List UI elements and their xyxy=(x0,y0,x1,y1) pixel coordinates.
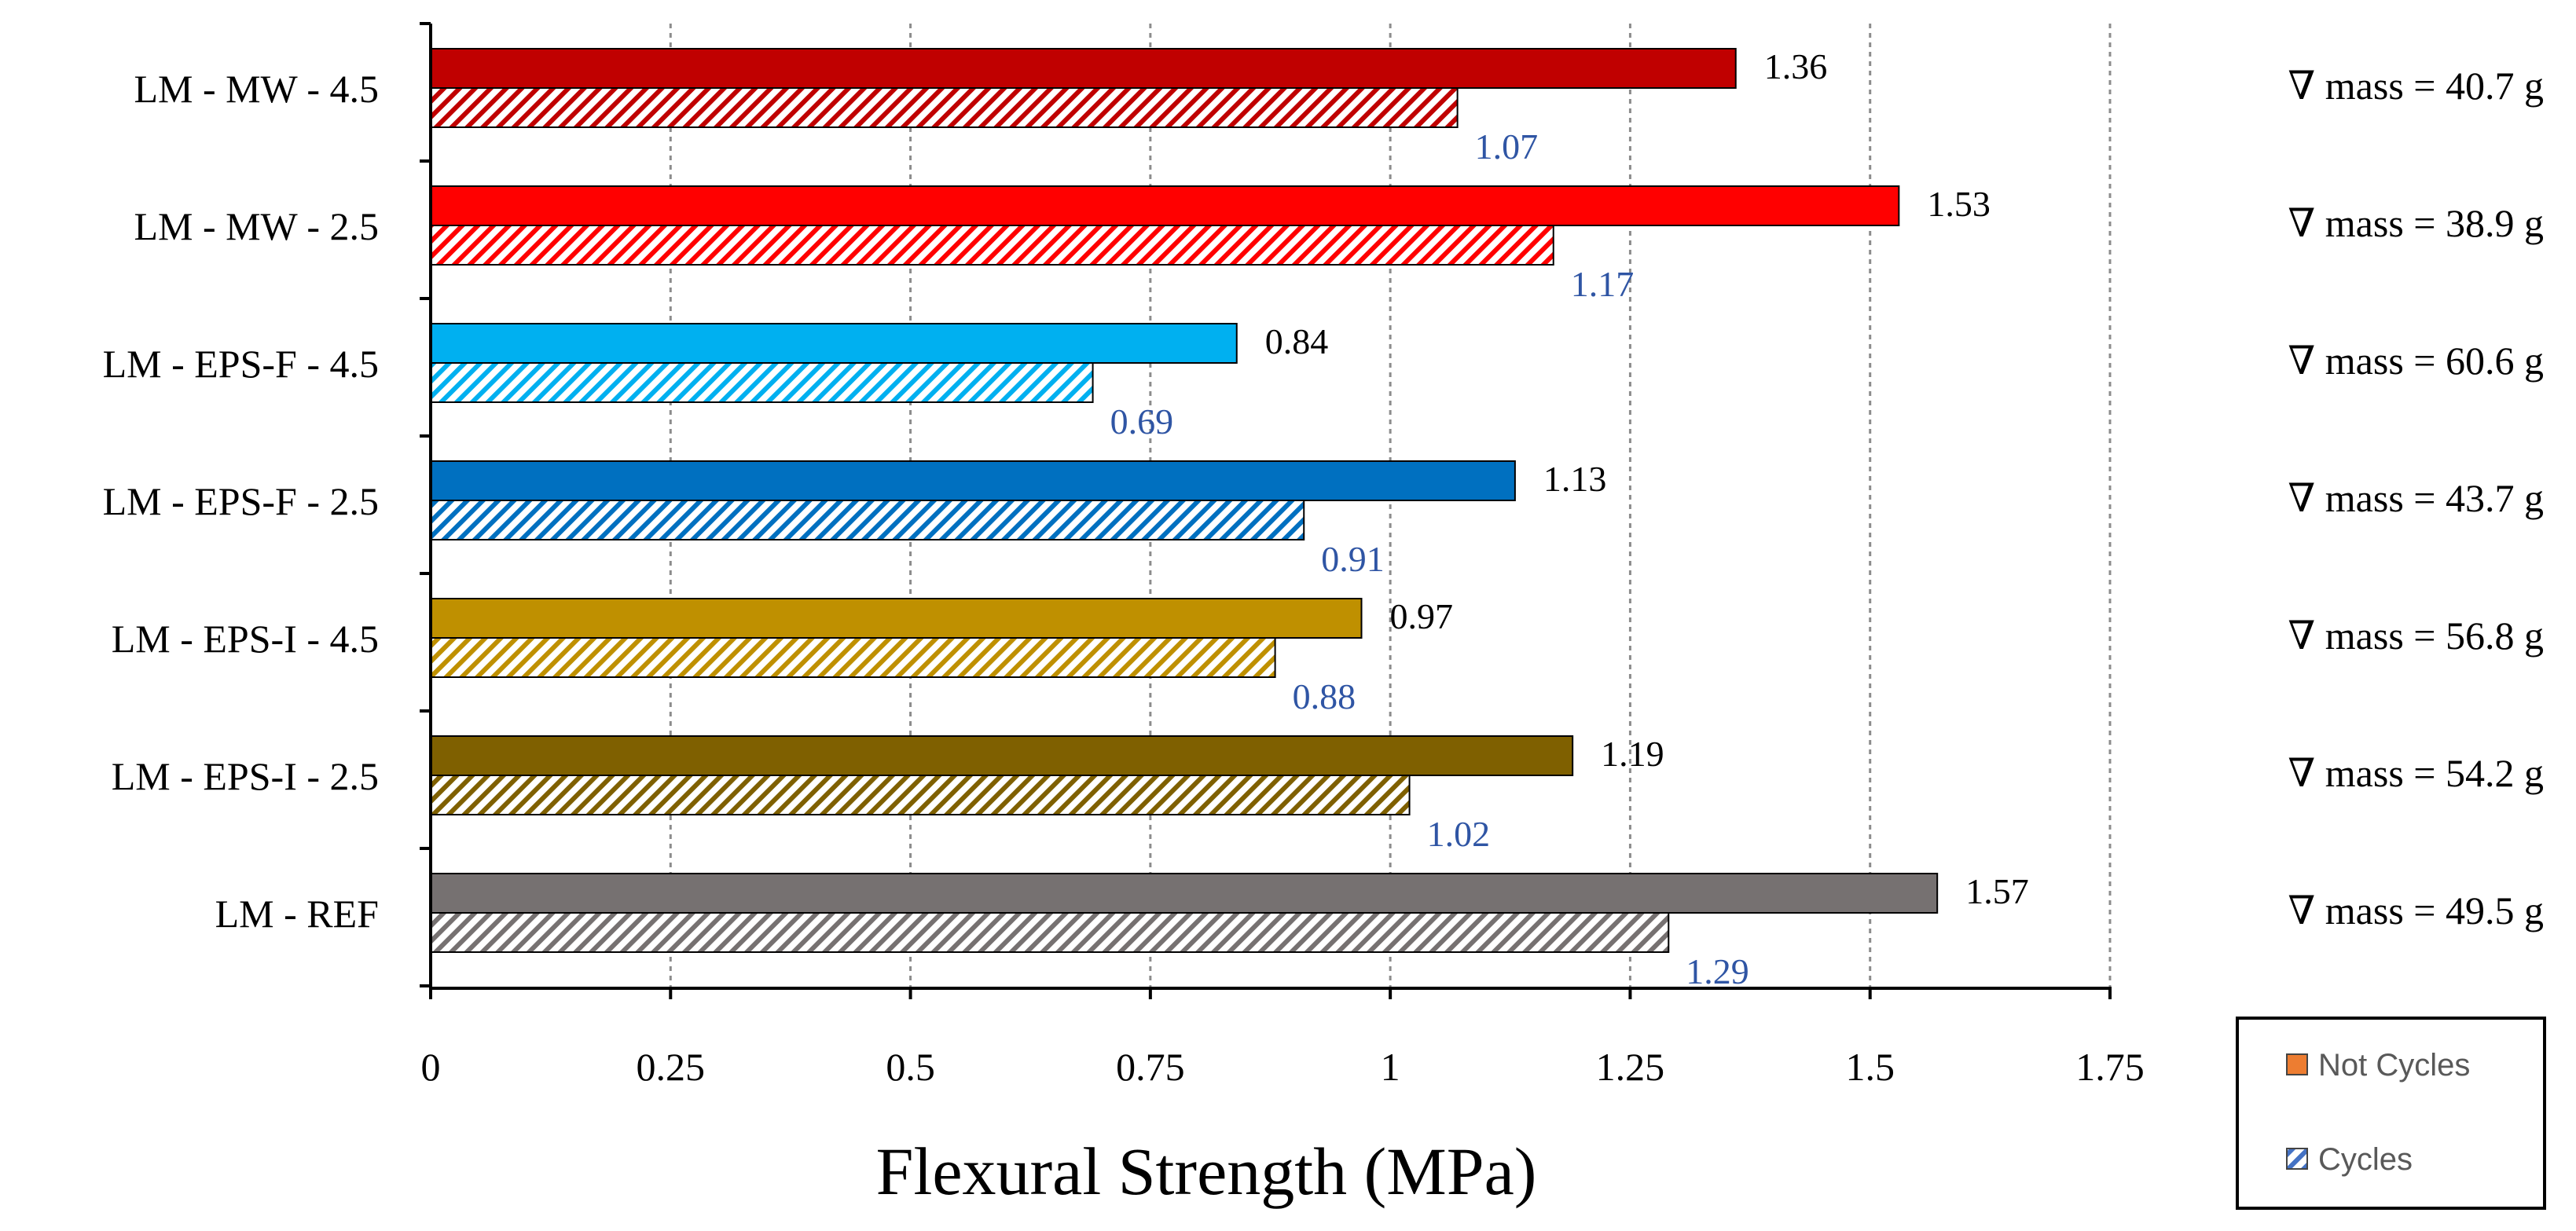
legend-swatch-not-cycles xyxy=(2286,1053,2308,1075)
category-label: LM - REF xyxy=(215,892,379,936)
bar-cycles xyxy=(430,225,1554,266)
category-label: LM - MW - 4.5 xyxy=(134,67,379,111)
mass-annotation: ∇ mass = 38.9 g xyxy=(2288,201,2544,245)
x-tick-label: 0.75 xyxy=(1116,1045,1185,1089)
x-tick-label: 1.5 xyxy=(1845,1045,1895,1089)
x-tick-label: 0.5 xyxy=(886,1045,935,1089)
value-label-not-cycles: 0.97 xyxy=(1390,596,1454,636)
legend-label-not-cycles: Not Cycles xyxy=(2318,1048,2470,1083)
bar-cycles xyxy=(430,87,1459,128)
bar-not-cycles xyxy=(430,598,1363,639)
mass-annotation: ∇ mass = 43.7 g xyxy=(2288,476,2544,520)
category-label: LM - MW - 2.5 xyxy=(134,204,379,248)
value-label-not-cycles: 1.36 xyxy=(1764,46,1828,86)
value-label-not-cycles: 1.53 xyxy=(1927,184,1991,224)
category-label: LM - EPS-F - 4.5 xyxy=(103,342,379,386)
category-label: LM - EPS-I - 4.5 xyxy=(112,617,379,661)
legend-swatch-cycles xyxy=(2286,1148,2308,1170)
mass-annotation: ∇ mass = 54.2 g xyxy=(2288,751,2544,795)
category-label: LM - EPS-F - 2.5 xyxy=(103,479,379,523)
value-label-cycles: 1.07 xyxy=(1475,126,1539,167)
value-label-cycles: 0.69 xyxy=(1110,401,1174,441)
bar-cycles xyxy=(430,500,1305,540)
bar-not-cycles xyxy=(430,735,1574,776)
bar-cycles xyxy=(430,775,1411,815)
value-label-cycles: 1.29 xyxy=(1686,951,1749,991)
x-tick-label: 0.25 xyxy=(637,1045,706,1089)
value-label-cycles: 1.17 xyxy=(1571,264,1635,304)
bar-not-cycles xyxy=(430,460,1516,501)
value-label-not-cycles: 1.13 xyxy=(1543,459,1607,499)
x-tick-label: 1.25 xyxy=(1596,1045,1665,1089)
bar-cycles xyxy=(430,362,1094,403)
x-tick-label: 1 xyxy=(1381,1045,1400,1089)
mass-annotation: ∇ mass = 60.6 g xyxy=(2288,339,2544,383)
bar-not-cycles xyxy=(430,185,1900,226)
x-tick-label: 0 xyxy=(421,1045,441,1089)
legend: Not Cycles Cycles xyxy=(2236,1017,2546,1210)
legend-label-cycles: Cycles xyxy=(2318,1142,2413,1177)
mass-annotation: ∇ mass = 49.5 g xyxy=(2288,888,2544,932)
x-tick-label: 1.75 xyxy=(2075,1045,2145,1089)
value-label-cycles: 0.88 xyxy=(1293,676,1356,716)
labels: LM - MW - 4.5 1.36 1.07 ∇ mass = 40.7 g LM -… xyxy=(103,46,2544,1209)
bar-not-cycles xyxy=(430,323,1238,364)
value-label-cycles: 0.91 xyxy=(1321,539,1385,579)
bar-not-cycles xyxy=(430,48,1737,89)
value-label-cycles: 1.02 xyxy=(1427,814,1491,854)
value-label-not-cycles: 0.84 xyxy=(1265,321,1329,361)
axes: 0 0.25 0.5 0.75 1 1.25 1.5 1.75 xyxy=(420,22,2145,1089)
bar-cycles xyxy=(430,637,1276,678)
mass-annotation: ∇ mass = 56.8 g xyxy=(2288,614,2544,658)
bar-not-cycles xyxy=(430,873,1939,914)
value-label-not-cycles: 1.57 xyxy=(1965,871,2029,911)
bar-cycles xyxy=(430,912,1670,953)
mass-annotation: ∇ mass = 40.7 g xyxy=(2288,64,2544,108)
x-axis-title: Flexural Strength (MPa) xyxy=(876,1134,1537,1209)
value-label-not-cycles: 1.19 xyxy=(1601,734,1664,774)
category-label: LM - EPS-I - 2.5 xyxy=(112,754,379,798)
bars xyxy=(430,48,1939,953)
legend-box xyxy=(2236,1017,2546,1210)
